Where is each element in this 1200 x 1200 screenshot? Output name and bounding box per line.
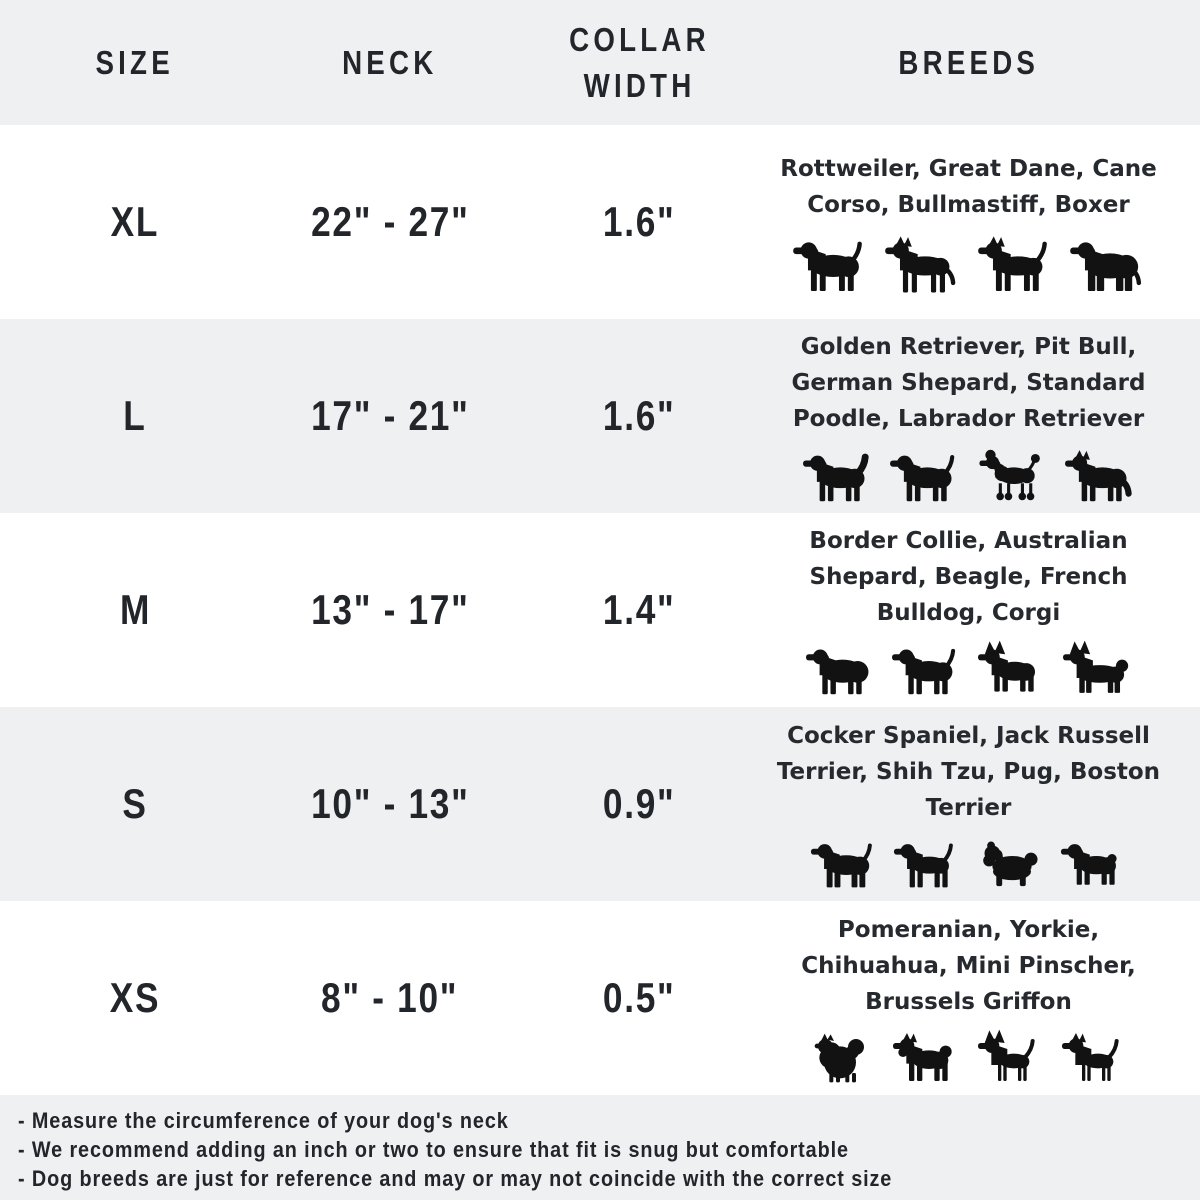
neck-value: 17" - 21" bbox=[310, 392, 470, 439]
neck-value: 10" - 13" bbox=[310, 780, 470, 827]
collar-width-value: 1.6" bbox=[602, 198, 676, 245]
breeds-cell: Rottweiler, Great Dane, Cane Corso, Bull… bbox=[775, 125, 1200, 319]
yorkie-icon bbox=[891, 1029, 962, 1085]
size-value: XS bbox=[109, 974, 161, 1021]
table-row-s: S 10" - 13" 0.9" Cocker Spaniel, Jack Ru… bbox=[0, 707, 1200, 901]
australian-shepard-icon bbox=[804, 640, 876, 697]
jack-russell-icon bbox=[892, 835, 961, 890]
neck-value: 13" - 17" bbox=[310, 586, 470, 633]
column-header-collar-width: COLLAR WIDTH bbox=[568, 20, 710, 104]
table-row-m: M 13" - 17" 1.4" Border Collie, Australi… bbox=[0, 513, 1200, 707]
column-header-breeds: BREEDS bbox=[898, 43, 1039, 81]
shih-tzu-icon bbox=[976, 835, 1045, 890]
breed-icons bbox=[809, 835, 1129, 890]
labrador-icon bbox=[888, 446, 961, 504]
table-header: SIZE NECK COLLAR WIDTH BREEDS bbox=[0, 0, 1200, 125]
column-header-size: SIZE bbox=[95, 43, 175, 81]
cocker-spaniel-icon bbox=[809, 835, 878, 890]
size-value: S bbox=[122, 780, 148, 827]
footer-notes: - Measure the circumference of your dog'… bbox=[0, 1095, 1200, 1200]
breeds-list: Border Collie, Australian Shepard, Beagl… bbox=[809, 528, 1128, 626]
note-reference: - Dog breeds are just for reference and … bbox=[18, 1166, 893, 1191]
breeds-cell: Cocker Spaniel, Jack Russell Terrier, Sh… bbox=[775, 707, 1200, 901]
column-header-neck: NECK bbox=[342, 43, 438, 81]
collar-width-value: 0.5" bbox=[602, 974, 676, 1021]
mini-pinscher-icon bbox=[1060, 1029, 1131, 1085]
pug-icon bbox=[1059, 835, 1128, 890]
cane-corso-icon bbox=[976, 232, 1054, 294]
breeds-list: Rottweiler, Great Dane, Cane Corso, Bull… bbox=[780, 155, 1157, 218]
size-value: M bbox=[119, 586, 151, 633]
breed-icons bbox=[801, 446, 1136, 504]
note-recommend: - We recommend adding an inch or two to … bbox=[18, 1137, 849, 1162]
german-shepard-icon bbox=[1063, 446, 1136, 504]
table-row-xl: XL 22" - 27" 1.6" Rottweiler, Great Dane… bbox=[0, 125, 1200, 319]
neck-value: 22" - 27" bbox=[310, 198, 470, 245]
table-row-xs: XS 8" - 10" 0.5" Pomeranian, Yorkie, Chi… bbox=[0, 901, 1200, 1095]
collar-width-value: 0.9" bbox=[602, 780, 676, 827]
breeds-cell: Pomeranian, Yorkie, Chihuahua, Mini Pins… bbox=[775, 901, 1200, 1095]
size-value: L bbox=[123, 392, 147, 439]
neck-value: 8" - 10" bbox=[321, 974, 459, 1021]
rottweiler-icon bbox=[791, 232, 869, 294]
breed-icons bbox=[804, 640, 1134, 697]
table-row-l: L 17" - 21" 1.6" Golden Retriever, Pit B… bbox=[0, 319, 1200, 513]
breeds-cell: Golden Retriever, Pit Bull, German Shepa… bbox=[775, 319, 1200, 513]
note-measure: - Measure the circumference of your dog'… bbox=[18, 1108, 509, 1133]
corgi-icon bbox=[1061, 640, 1133, 697]
french-bulldog-icon bbox=[976, 640, 1048, 697]
bullmastiff-icon bbox=[1068, 232, 1146, 294]
breeds-cell: Border Collie, Australian Shepard, Beagl… bbox=[775, 513, 1200, 707]
golden-retriever-icon bbox=[801, 446, 874, 504]
poodle-icon bbox=[976, 446, 1049, 504]
size-value: XL bbox=[110, 198, 160, 245]
breed-icons bbox=[791, 232, 1146, 294]
great-dane-icon bbox=[883, 232, 961, 294]
breeds-list: Pomeranian, Yorkie, Chihuahua, Mini Pins… bbox=[801, 916, 1136, 1015]
collar-width-value: 1.6" bbox=[602, 392, 676, 439]
chihuahua-icon bbox=[976, 1029, 1047, 1085]
collar-width-value: 1.4" bbox=[602, 586, 676, 633]
breed-icons bbox=[806, 1029, 1131, 1085]
pomeranian-icon bbox=[806, 1029, 877, 1085]
breeds-list: Golden Retriever, Pit Bull, German Shepa… bbox=[791, 333, 1146, 432]
beagle-icon bbox=[890, 640, 962, 697]
breeds-list: Cocker Spaniel, Jack Russell Terrier, Sh… bbox=[776, 723, 1161, 821]
